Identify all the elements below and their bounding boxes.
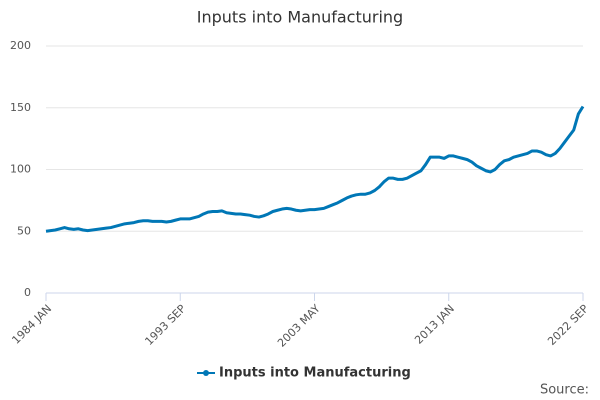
- y-tick-label: 0: [24, 286, 31, 299]
- x-tick-label: 2013 JAN: [412, 302, 457, 347]
- x-tick-label: 2022 SEP: [545, 302, 591, 348]
- x-tick-label: 1993 SEP: [142, 302, 188, 348]
- legend-marker: [203, 370, 209, 376]
- line: [45, 105, 585, 233]
- y-tick-label: 200: [10, 39, 31, 52]
- y-tick-label: 100: [10, 163, 31, 176]
- y-tick-label: 150: [10, 101, 31, 114]
- x-tick-label: 1984 JAN: [9, 302, 54, 347]
- y-tick-label: 50: [17, 224, 31, 237]
- legend-label: Inputs into Manufacturing: [219, 366, 411, 381]
- chart-title: Inputs into Manufacturing: [197, 8, 403, 27]
- source: Source:: [540, 383, 589, 398]
- x-tick-label: 2003 MAY: [275, 302, 323, 350]
